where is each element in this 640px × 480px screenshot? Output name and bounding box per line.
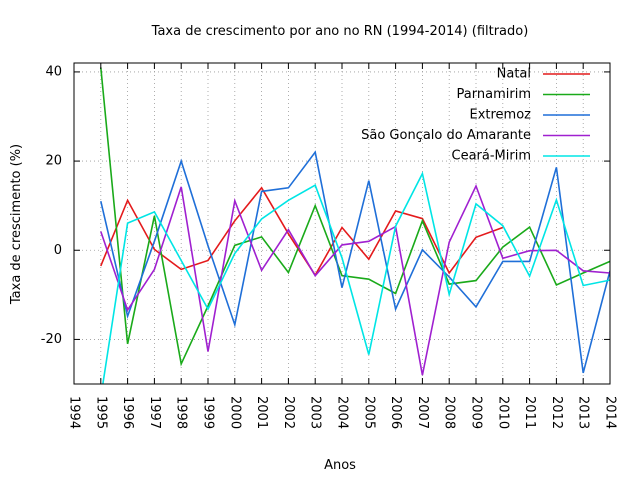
legend-label: São Gonçalo do Amarante [361, 128, 531, 143]
y-tick-label: -20 [41, 332, 62, 347]
x-tick-label: 2012 [549, 396, 564, 429]
legend-label: Natal [497, 67, 531, 82]
x-tick-label: 1997 [147, 396, 162, 429]
x-tick-label: 2008 [442, 396, 457, 429]
legend-item: Parnamirim [457, 87, 590, 102]
x-tick-label: 2007 [415, 396, 430, 429]
chart-title: Taxa de crescimento por ano no RN (1994-… [151, 24, 529, 39]
series-lines [100, 67, 610, 384]
x-tick-label: 1998 [174, 396, 189, 429]
series-line-1 [100, 186, 504, 277]
legend-item: Extremoz [469, 108, 590, 123]
legend-label: Extremoz [469, 108, 531, 123]
x-tick-label: 1994 [67, 396, 82, 429]
y-tick-labels: 40 20 0 -20 [41, 64, 62, 347]
legend-item: Natal [497, 67, 590, 82]
x-tick-labels: 1994 1995 1996 1997 1998 1999 2000 2001 2002 2003… [67, 396, 618, 429]
legend-item: Ceará-Mirim [452, 149, 590, 164]
x-tick-label: 2013 [576, 396, 591, 429]
x-tick-label: 2014 [603, 396, 618, 429]
series-line-5 [102, 171, 610, 384]
x-tick-label: 2004 [335, 396, 350, 429]
x-tick-label: 1999 [201, 396, 216, 429]
x-tick-label: 2003 [308, 396, 323, 429]
y-tick-label: 20 [45, 154, 62, 169]
x-tick-label: 2001 [254, 396, 269, 429]
series-line-4 [100, 183, 610, 376]
y-tick-label: 40 [45, 64, 62, 79]
x-tick-label: 2009 [469, 396, 484, 429]
x-tick-label: 2002 [281, 396, 296, 429]
legend-label: Parnamirim [457, 87, 531, 102]
series-line-3 [100, 150, 610, 374]
series-line-2 [100, 67, 610, 367]
x-tick-label: 2006 [388, 396, 403, 429]
x-tick-label: 2005 [361, 396, 376, 429]
x-tick-label: 2010 [495, 396, 510, 429]
x-axis-label: Anos [324, 458, 356, 473]
x-tick-label: 1995 [93, 396, 108, 429]
axis-ticks [73, 63, 611, 384]
grid-lines [74, 63, 610, 384]
x-tick-label: 2011 [522, 396, 537, 429]
x-tick-label: 2000 [227, 396, 242, 429]
y-tick-label: 0 [54, 243, 62, 258]
legend: Natal Parnamirim Extremoz São Gonçalo do Am… [361, 67, 590, 164]
legend-item: São Gonçalo do Amarante [361, 128, 590, 143]
x-tick-label: 1996 [120, 396, 135, 429]
legend-label: Ceará-Mirim [452, 149, 532, 164]
y-axis-label: Taxa de crescimento (%) [9, 144, 24, 305]
